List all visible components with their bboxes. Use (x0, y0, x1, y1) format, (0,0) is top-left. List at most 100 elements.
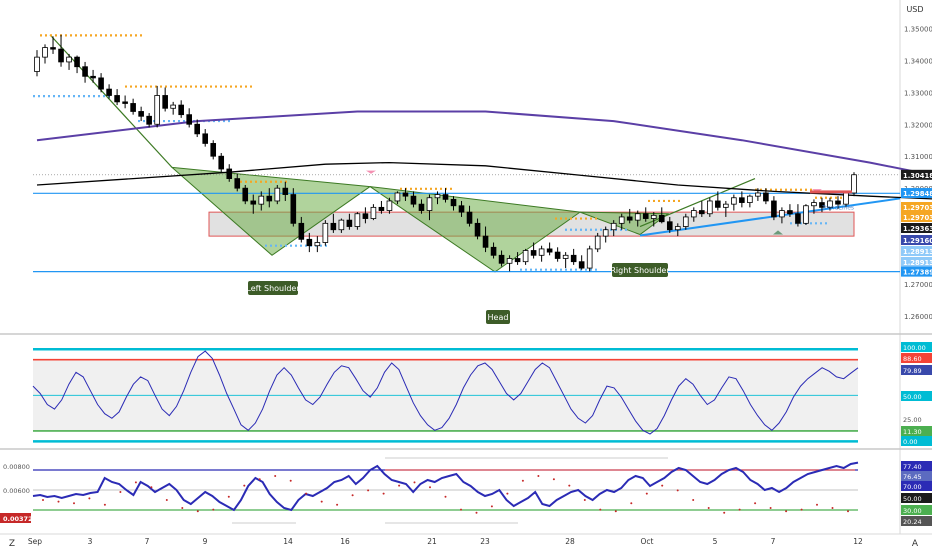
osc-tick-label: 0.00 (903, 438, 917, 446)
osc-tick-label: 25.00 (903, 416, 922, 424)
osc2-dot (320, 500, 323, 503)
osc2-dot (645, 492, 648, 495)
price-tick-label: 1.26000 (904, 313, 932, 321)
price-badge-text: 1.27389 (903, 269, 932, 277)
candle-body (258, 195, 265, 205)
osc2-dot (382, 492, 385, 495)
candle-body (779, 210, 785, 218)
osc-tick-label: 50.00 (903, 393, 922, 401)
candle-body (739, 197, 745, 203)
candle-body (658, 214, 665, 223)
candle-body (490, 246, 497, 256)
candle-body (114, 95, 120, 103)
main-price-pane[interactable]: 1.350001.340001.330001.320001.310001.300… (33, 25, 932, 324)
osc2-dot (289, 479, 292, 482)
time-tick-label: Oct (641, 537, 654, 546)
candle-body (410, 195, 417, 205)
candle-body (226, 168, 233, 179)
osc2-dot (134, 481, 137, 484)
osc2-dot (103, 503, 106, 506)
candle-body (538, 248, 545, 256)
osc-tick-label: 11.30 (903, 428, 922, 436)
osc2-right-tick: 77.40 (903, 463, 922, 471)
candle-body (803, 205, 809, 224)
candle-body (314, 242, 321, 247)
price-tick-label: 1.27000 (904, 281, 932, 289)
time-tick-label: 9 (203, 537, 208, 546)
candle-body (506, 258, 513, 264)
osc2-dot (196, 510, 199, 513)
osc2-left-badge (0, 513, 31, 523)
oscillator-pane-1[interactable]: 100.00 88.60 79.89 50.00 25.00 11.30 0.00 (32, 342, 932, 446)
candle-body (394, 192, 401, 202)
osc2-dot (150, 486, 153, 489)
osc-tick-badge (901, 353, 932, 363)
osc2-dot (521, 479, 524, 482)
osc2-dot (57, 500, 60, 503)
left-shoulder-triangle (170, 166, 372, 256)
candle-body (674, 226, 681, 231)
price-badge-text: 1.30418 (903, 172, 932, 180)
osc2-dot (537, 475, 540, 477)
osc2-right-tick: 76.45 (903, 473, 922, 481)
candle-body (354, 213, 361, 227)
price-badge (901, 246, 932, 256)
price-tick-label: 1.35000 (904, 25, 932, 33)
candle-body (747, 195, 753, 203)
candle-body (458, 205, 465, 213)
candle-body (298, 222, 305, 240)
osc2-dot (769, 507, 772, 509)
candle-body (602, 229, 609, 237)
price-badge (901, 169, 932, 180)
candle-body (194, 123, 201, 135)
candle-body (771, 200, 777, 218)
time-tick-label: 3 (88, 537, 93, 546)
osc2-dot (552, 478, 555, 481)
time-tick-label: 21 (427, 537, 437, 546)
osc2-dot (676, 489, 679, 492)
time-axis[interactable]: Sep 3 7 9 14 16 21 23 28 Oct 5 7 12 (28, 537, 863, 546)
resistance-bar (810, 190, 852, 194)
osc2-right-badge (901, 505, 932, 515)
osc2-dot (692, 499, 695, 501)
osc-tick-label: 100.00 (903, 344, 926, 352)
osc2-right-tick: 30.00 (903, 507, 922, 515)
candle-body (682, 216, 689, 227)
price-badge-text: 1.29703 (903, 204, 932, 212)
candle-body (418, 203, 425, 211)
candle-body (723, 203, 729, 208)
candle-body (787, 210, 793, 215)
time-tick-label: 14 (283, 537, 293, 546)
osc2-dot (212, 508, 215, 511)
candle-body (795, 213, 801, 224)
candle-body (66, 56, 72, 63)
osc2-dot (614, 510, 617, 513)
oscillator-pane-2[interactable]: 0.00800 0.00600 0.00372 77.40 76.45 70.00 50.0… (0, 457, 932, 526)
candle-body (827, 200, 833, 208)
candle-body (58, 48, 64, 63)
timezone-icon[interactable]: Z (9, 539, 15, 549)
osc2-dot (336, 503, 339, 506)
pivot-marker (366, 170, 376, 174)
price-badge (901, 266, 932, 277)
candle-body (514, 258, 521, 263)
candle-body (154, 95, 160, 125)
osc-tick-label: 79.89 (903, 367, 922, 375)
osc2-left-badge-text: 0.00372 (3, 515, 33, 523)
candle-body (322, 222, 329, 243)
osc-tick-badge (901, 391, 932, 401)
candle-body (50, 47, 56, 50)
osc2-right-tick: 50.00 (903, 495, 922, 503)
auto-scale-icon[interactable]: A (912, 539, 919, 549)
osc2-dot (305, 492, 308, 495)
candle-body (186, 114, 192, 125)
time-tick-label: 23 (480, 537, 490, 546)
osc2-dot (568, 484, 571, 487)
candle-body (819, 202, 825, 208)
candle-body (474, 222, 481, 237)
price-badge (901, 223, 932, 233)
osc2-left-tick: 0.00600 (3, 487, 30, 495)
